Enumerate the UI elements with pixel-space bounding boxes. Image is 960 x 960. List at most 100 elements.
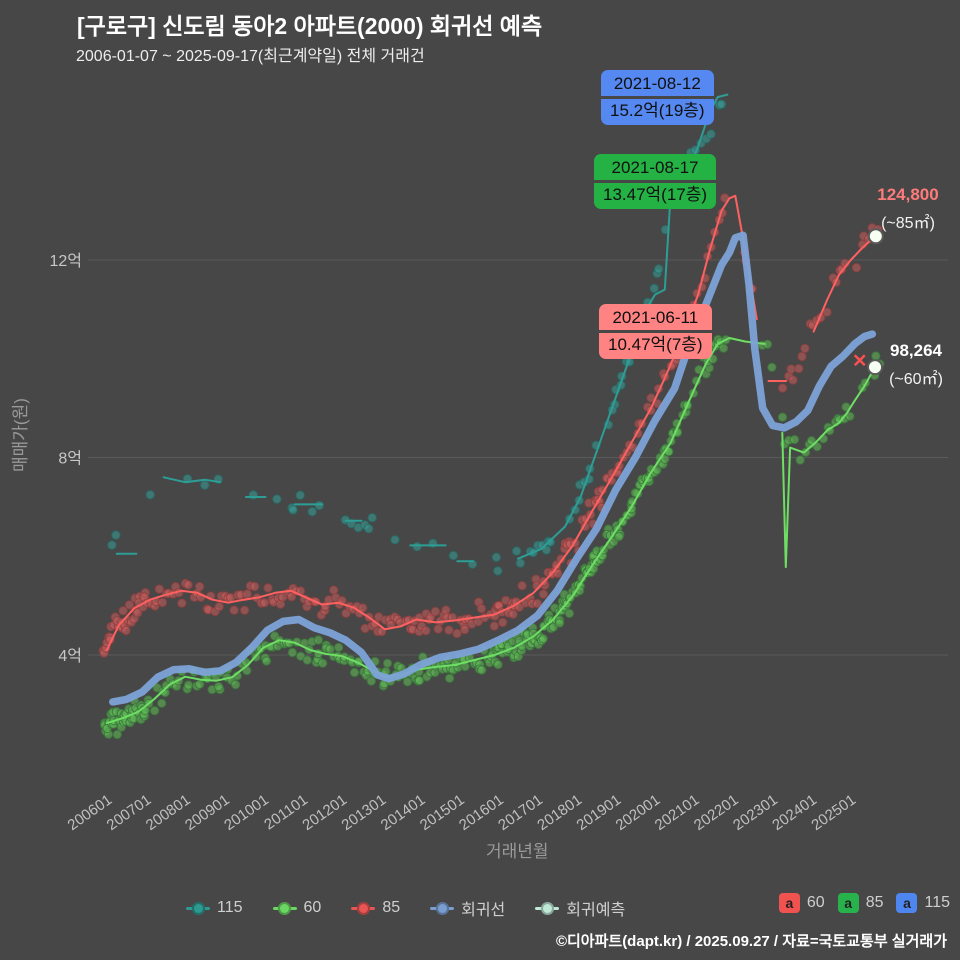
point-115[interactable] [511, 546, 522, 556]
point-85[interactable] [124, 600, 135, 610]
point-60[interactable] [795, 455, 805, 465]
point-85[interactable] [444, 625, 454, 635]
annotation-legend-item-115[interactable]: a 115 [896, 893, 950, 913]
legend-item-115[interactable]: 115 [186, 899, 243, 917]
point-85[interactable] [263, 583, 273, 593]
point-60[interactable] [789, 434, 800, 445]
point-85[interactable] [538, 589, 549, 599]
point-60[interactable] [213, 681, 224, 692]
point-85[interactable] [532, 598, 543, 609]
point-115[interactable] [367, 513, 377, 523]
point-60[interactable] [554, 618, 565, 628]
point-60[interactable] [718, 343, 729, 353]
point-85[interactable] [786, 364, 796, 374]
point-60[interactable] [157, 698, 167, 708]
point-85[interactable] [788, 375, 798, 385]
point-85[interactable] [242, 589, 252, 599]
point-115[interactable] [314, 500, 324, 511]
point-85[interactable] [421, 626, 431, 636]
point-85[interactable] [214, 602, 224, 612]
point-60[interactable] [477, 665, 487, 675]
legend-item-85[interactable]: 85 [351, 899, 400, 917]
point-60[interactable] [538, 634, 548, 644]
legend-item-회귀예측[interactable]: 회귀예측 [535, 896, 625, 920]
point-115[interactable] [491, 552, 502, 562]
point-85[interactable] [430, 606, 441, 617]
point-85[interactable] [229, 605, 239, 615]
point-85[interactable] [498, 617, 508, 628]
point-60[interactable] [614, 532, 624, 542]
point-115[interactable] [716, 99, 727, 109]
prediction-marker[interactable] [867, 228, 884, 245]
point-85[interactable] [183, 580, 193, 590]
point-85[interactable] [476, 603, 487, 614]
point-60[interactable] [402, 677, 413, 687]
point-115[interactable] [200, 480, 210, 490]
point-85[interactable] [433, 624, 443, 634]
point-115[interactable] [493, 566, 503, 576]
point-60[interactable] [318, 658, 328, 668]
last-transaction-marker[interactable] [853, 354, 866, 367]
point-60[interactable] [871, 351, 881, 361]
point-85[interactable] [121, 625, 131, 636]
point-60[interactable] [230, 680, 241, 690]
point-85[interactable] [157, 597, 168, 608]
point-85[interactable] [154, 584, 165, 594]
point-115[interactable] [107, 540, 117, 550]
point-115[interactable] [515, 558, 526, 568]
point-60[interactable] [333, 642, 344, 653]
legend-item-회귀선[interactable]: 회귀선 [430, 896, 505, 920]
point-60[interactable] [287, 647, 298, 658]
point-60[interactable] [149, 706, 160, 716]
point-85[interactable] [777, 383, 788, 393]
point-115[interactable] [541, 545, 552, 555]
point-60[interactable] [777, 412, 788, 422]
point-85[interactable] [553, 568, 563, 579]
point-85[interactable] [460, 625, 470, 635]
point-85[interactable] [794, 363, 804, 374]
point-115[interactable] [545, 537, 556, 547]
point-115[interactable] [448, 550, 459, 561]
point-115[interactable] [390, 535, 400, 545]
point-85[interactable] [177, 598, 187, 608]
legend-item-60[interactable]: 60 [272, 899, 321, 917]
point-115[interactable] [364, 524, 374, 534]
point-115[interactable] [307, 507, 317, 517]
point-85[interactable] [358, 603, 368, 613]
point-60[interactable] [349, 667, 360, 678]
point-60[interactable] [493, 659, 503, 670]
point-60[interactable] [313, 635, 324, 645]
prediction-marker[interactable] [867, 359, 884, 376]
point-85[interactable] [797, 351, 807, 362]
point-85[interactable] [118, 606, 128, 616]
point-115[interactable] [706, 129, 716, 139]
point-115[interactable] [288, 505, 298, 515]
point-85[interactable] [800, 343, 810, 354]
point-115[interactable] [654, 264, 664, 274]
point-60[interactable] [261, 656, 272, 666]
annotation-legend-item-85[interactable]: a 85 [837, 893, 883, 913]
annotation-legend-item-60[interactable]: a 60 [778, 893, 825, 913]
point-60[interactable] [564, 608, 575, 619]
point-85[interactable] [194, 581, 205, 592]
point-85[interactable] [517, 581, 527, 591]
point-85[interactable] [452, 628, 462, 639]
point-85[interactable] [239, 605, 250, 615]
point-60[interactable] [444, 673, 455, 683]
point-60[interactable] [302, 655, 312, 665]
point-60[interactable] [767, 362, 777, 372]
point-85[interactable] [259, 598, 270, 608]
point-115[interactable] [649, 283, 659, 294]
point-60[interactable] [382, 658, 393, 668]
point-60[interactable] [112, 729, 123, 740]
point-115[interactable] [111, 530, 121, 540]
point-60[interactable] [414, 675, 425, 686]
point-85[interactable] [508, 609, 518, 619]
point-60[interactable] [183, 680, 194, 690]
point-85[interactable] [851, 263, 862, 273]
point-115[interactable] [145, 490, 155, 500]
point-60[interactable] [812, 442, 822, 452]
point-115[interactable] [412, 541, 422, 552]
point-85[interactable] [489, 621, 499, 631]
point-115[interactable] [295, 490, 305, 500]
